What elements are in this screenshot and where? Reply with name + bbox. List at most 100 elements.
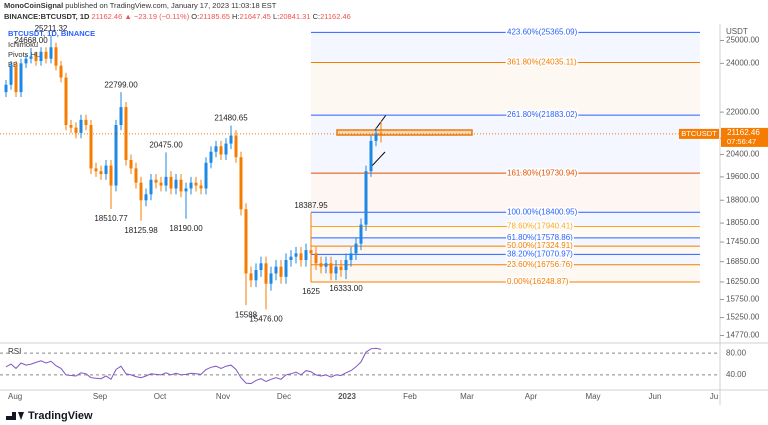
x-tick-label: 2023 <box>338 392 356 401</box>
fib-label: 0.00%(16248.87) <box>507 277 569 286</box>
pivot-high-label: 20475.00 <box>149 141 183 150</box>
fib-label: 423.60%(25365.09) <box>507 27 578 36</box>
x-tick-label: Oct <box>154 392 167 401</box>
candle-body <box>39 51 43 62</box>
candle-body <box>129 159 133 169</box>
pivot-low-label: 18125.98 <box>124 226 158 235</box>
pivot-high-label: 22799.00 <box>104 80 138 89</box>
x-tick-label: Apr <box>525 392 538 401</box>
y-tick-label: 15750.00 <box>726 295 760 304</box>
y-tick-label: 14770.00 <box>726 331 760 340</box>
candle-body <box>119 107 123 126</box>
fib-zone <box>311 212 700 227</box>
price-tag <box>721 127 768 147</box>
x-tick-label: Ju <box>710 392 718 401</box>
candle-body <box>204 162 208 189</box>
published: published on TradingView.com, January 17… <box>65 1 277 10</box>
y-tick-label: 17450.00 <box>726 237 760 246</box>
y-tick-label: 18050.00 <box>726 218 760 227</box>
legend-item: Pivots HL <box>8 50 40 59</box>
candle-body <box>149 179 153 195</box>
candle-body <box>244 209 248 274</box>
candle-body <box>179 179 183 192</box>
candle-body <box>59 65 63 78</box>
candle-body <box>304 250 308 260</box>
candle-body <box>344 259 348 271</box>
pivot-low-label: 18190.00 <box>169 224 203 233</box>
ohlc-key: L: <box>273 12 279 21</box>
fib-zone <box>311 115 700 174</box>
ohlc-key: C: <box>313 12 321 21</box>
fib-label: 78.60%(17940.41) <box>507 222 573 231</box>
candle-body <box>29 56 33 59</box>
symbol-tag <box>679 128 719 139</box>
fib-label: 61.80%(17578.86) <box>507 233 573 242</box>
quote: ▲ <box>124 12 131 21</box>
fib-label: 161.80%(19730.94) <box>507 168 578 177</box>
publisher: MonoCoinSignal <box>4 1 63 10</box>
pivot-low-label: 1625 <box>302 287 320 296</box>
candle-body <box>144 194 148 201</box>
candle-body <box>369 140 373 172</box>
candle-body <box>54 47 58 66</box>
logo: TradingView <box>28 410 93 422</box>
pivot-low-label: 16333.00 <box>329 284 363 293</box>
candle-body <box>89 125 93 169</box>
candle-body <box>84 119 88 126</box>
countdown: 07:56:47 <box>727 137 756 146</box>
candle-body <box>169 176 173 189</box>
candle-body <box>74 127 78 133</box>
candle-body <box>154 179 158 183</box>
y-tick-label: 24000.00 <box>726 58 760 67</box>
x-tick-label: Mar <box>460 392 474 401</box>
ohlc-value: 20841.31 <box>279 12 310 21</box>
candle-body <box>199 185 203 189</box>
rsi-tick-label: 80.00 <box>726 348 747 357</box>
fib-label: 38.20%(17070.97) <box>507 249 573 258</box>
fib-zone <box>311 32 700 63</box>
legend-item: Ichimoku <box>8 40 38 49</box>
x-tick-label: May <box>585 392 600 401</box>
candle-body <box>104 165 108 175</box>
ohlc-value: 21162.46 <box>320 12 351 21</box>
pivot-high-label: 21480.65 <box>214 114 248 123</box>
pivot-high-label: 25211.32 <box>35 24 68 33</box>
candle-body <box>114 125 118 186</box>
legend-item: BB <box>8 60 18 69</box>
candle-body <box>229 135 233 144</box>
y-tick-label: 16250.00 <box>726 277 760 286</box>
x-tick-label: Aug <box>8 392 22 401</box>
candle-body <box>19 63 23 93</box>
pivot-low-label: 18510.77 <box>94 214 128 223</box>
candle-body <box>224 143 228 155</box>
candle-body <box>294 253 298 257</box>
candle-body <box>364 171 368 225</box>
candle-body <box>49 47 53 59</box>
fib-zone <box>311 246 700 255</box>
candle-body <box>9 65 13 85</box>
y-tick-label: 22000.00 <box>726 107 760 116</box>
candle-body <box>134 168 138 183</box>
fib-label: 261.80%(21883.02) <box>507 110 578 119</box>
price-tag-text: 21162.46 <box>727 128 760 137</box>
candle-body <box>329 263 333 274</box>
candle-body <box>209 151 213 163</box>
y-tick-label: 16850.00 <box>726 257 760 266</box>
symbol-tag-text: BTCUSDT <box>681 129 717 138</box>
candle-body <box>354 243 358 254</box>
candle-body <box>14 65 18 93</box>
candle-body <box>139 182 143 201</box>
candle-body <box>79 119 83 133</box>
candle-body <box>69 125 73 128</box>
candle-body <box>319 263 323 267</box>
fib-label: 23.60%(16756.76) <box>507 260 573 269</box>
fib-zone <box>311 173 700 213</box>
x-tick-label: Dec <box>277 392 291 401</box>
rsi-tick-label: 40.00 <box>726 370 747 379</box>
candle-body <box>4 84 8 93</box>
candle-body <box>334 266 338 274</box>
rsi-line <box>5 347 382 385</box>
y-tick-label: 25000.00 <box>726 36 760 45</box>
